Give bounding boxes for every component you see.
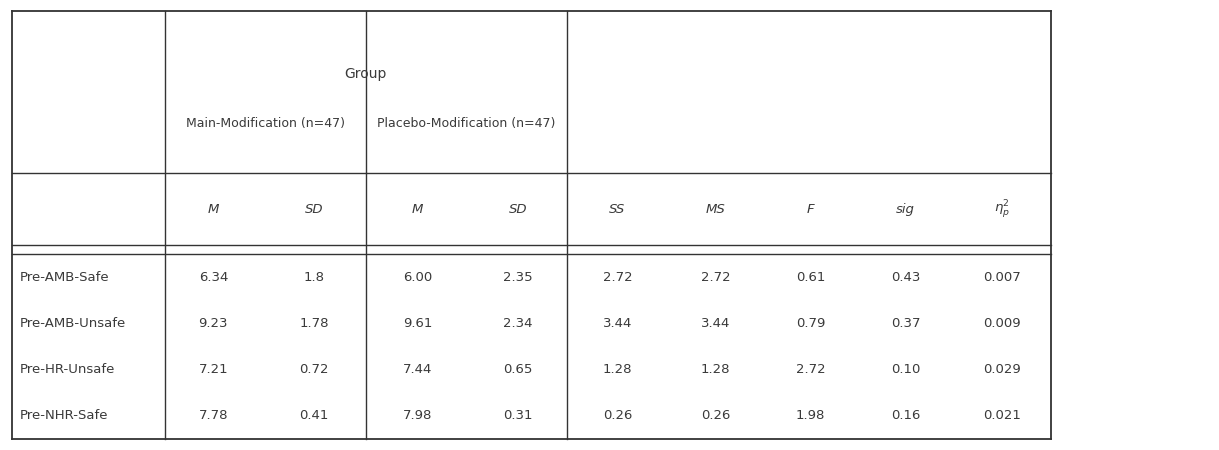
Text: 3.44: 3.44: [701, 317, 730, 330]
Text: 0.72: 0.72: [299, 363, 329, 376]
Text: Group: Group: [345, 67, 386, 81]
Text: SD: SD: [508, 203, 528, 216]
Text: 9.23: 9.23: [199, 317, 228, 330]
Text: SS: SS: [610, 203, 625, 216]
Text: 0.029: 0.029: [984, 363, 1020, 376]
Text: 0.65: 0.65: [503, 363, 533, 376]
Text: Placebo-Modification (n=47): Placebo-Modification (n=47): [377, 117, 556, 130]
Text: 1.8: 1.8: [304, 271, 324, 284]
Text: Pre-AMB-Safe: Pre-AMB-Safe: [20, 271, 110, 284]
Text: Pre-NHR-Safe: Pre-NHR-Safe: [20, 409, 108, 422]
Text: 0.43: 0.43: [891, 271, 920, 284]
Text: 0.26: 0.26: [602, 409, 633, 422]
Text: 2.72: 2.72: [602, 271, 633, 284]
Text: 2.72: 2.72: [796, 363, 825, 376]
Text: 0.021: 0.021: [983, 409, 1022, 422]
Text: M: M: [412, 203, 423, 216]
Text: 0.37: 0.37: [891, 317, 920, 330]
Text: 6.00: 6.00: [403, 271, 432, 284]
Text: 0.10: 0.10: [891, 363, 920, 376]
Text: F: F: [807, 203, 814, 216]
Text: 0.16: 0.16: [891, 409, 920, 422]
Text: 9.61: 9.61: [402, 317, 433, 330]
Text: 7.21: 7.21: [199, 363, 228, 376]
Text: 2.34: 2.34: [503, 317, 533, 330]
Text: 7.44: 7.44: [402, 363, 433, 376]
Text: 6.34: 6.34: [199, 271, 228, 284]
Text: $\eta_p^2$: $\eta_p^2$: [993, 198, 1011, 220]
Text: Pre-HR-Unsafe: Pre-HR-Unsafe: [20, 363, 115, 376]
Text: 1.98: 1.98: [796, 409, 825, 422]
Text: 3.44: 3.44: [602, 317, 633, 330]
Text: M: M: [207, 203, 219, 216]
Text: 2.72: 2.72: [701, 271, 730, 284]
Text: Pre-AMB-Unsafe: Pre-AMB-Unsafe: [20, 317, 126, 330]
Text: 0.41: 0.41: [299, 409, 329, 422]
Text: Main-Modification (n=47): Main-Modification (n=47): [185, 117, 345, 130]
Text: SD: SD: [305, 203, 323, 216]
Text: 7.98: 7.98: [402, 409, 433, 422]
Text: 7.78: 7.78: [199, 409, 228, 422]
Text: MS: MS: [706, 203, 725, 216]
Text: 0.009: 0.009: [984, 317, 1020, 330]
Text: sig: sig: [896, 203, 915, 216]
Text: 0.31: 0.31: [503, 409, 533, 422]
Text: 1.78: 1.78: [299, 317, 329, 330]
Text: 0.61: 0.61: [796, 271, 825, 284]
Text: 0.007: 0.007: [984, 271, 1020, 284]
Text: 0.79: 0.79: [796, 317, 825, 330]
Text: 1.28: 1.28: [602, 363, 633, 376]
Text: 2.35: 2.35: [503, 271, 533, 284]
Text: 1.28: 1.28: [701, 363, 730, 376]
Text: 0.26: 0.26: [701, 409, 730, 422]
